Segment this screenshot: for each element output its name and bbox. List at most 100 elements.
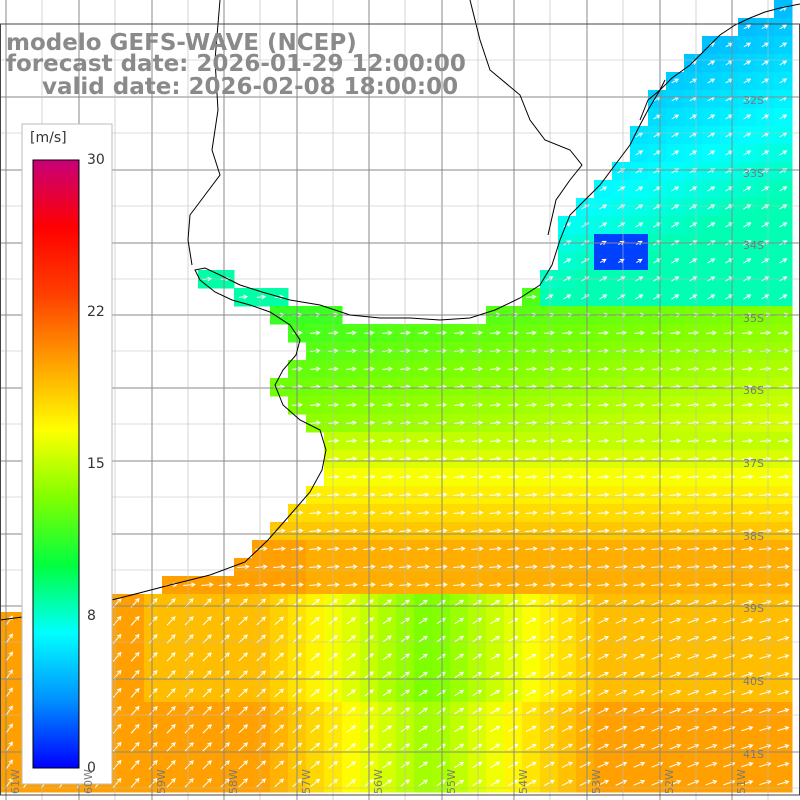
wind-arrow — [472, 671, 483, 679]
wind-arrow — [579, 546, 592, 552]
wind-arrow — [705, 492, 718, 498]
wind-arrow — [561, 671, 573, 678]
wind-arrow — [561, 743, 574, 750]
wind-arrow — [669, 689, 682, 696]
wind-arrow — [669, 743, 682, 750]
wind-arrow — [741, 707, 754, 714]
wind-arrow — [166, 759, 176, 770]
wind-arrow — [563, 294, 572, 300]
wind-arrow — [597, 725, 610, 732]
wind-arrow — [526, 635, 537, 642]
wind-arrow — [112, 777, 122, 788]
wind-arrow — [705, 546, 718, 552]
wind-arrow — [579, 725, 592, 732]
wind-arrow — [669, 635, 682, 642]
wind-arrow — [705, 617, 718, 624]
wind-arrow — [579, 402, 592, 408]
wind-arrow — [471, 564, 484, 570]
wind-arrow — [615, 474, 628, 480]
wind-arrow — [112, 651, 122, 662]
wind-arrow — [669, 582, 682, 588]
wind-arrow — [508, 653, 519, 661]
wind-arrow — [615, 510, 628, 516]
colorbar-tick-15: 15 — [87, 456, 105, 472]
wind-arrow — [777, 636, 790, 642]
wind-arrow — [490, 330, 501, 336]
wind-arrow — [274, 634, 285, 644]
wind-arrow — [615, 546, 628, 552]
wind-arrow — [633, 456, 646, 462]
wind-arrow — [490, 635, 501, 643]
wind-arrow — [472, 635, 483, 643]
wind-arrow — [454, 671, 465, 679]
wind-arrow — [508, 617, 519, 625]
wind-arrow — [525, 456, 538, 462]
wind-arrow — [669, 438, 682, 444]
wind-arrow — [310, 634, 321, 643]
wind-arrow — [220, 706, 230, 716]
wind-arrow — [454, 761, 465, 769]
wind-arrow — [633, 546, 646, 552]
wind-arrow — [507, 438, 520, 444]
wind-arrow — [112, 669, 122, 680]
wind-arrow — [202, 616, 212, 626]
wind-arrow — [561, 474, 574, 480]
wind-arrow — [561, 402, 574, 408]
wind-arrow — [597, 635, 610, 642]
colorbar-tick-30: 30 — [87, 152, 105, 168]
wind-arrow — [256, 652, 267, 662]
wind-arrow — [633, 510, 646, 516]
wind-arrow — [705, 671, 718, 678]
wind-arrow — [705, 779, 718, 786]
wind-arrow — [725, 222, 734, 228]
wind-arrow — [490, 599, 501, 607]
wind-arrow — [454, 743, 465, 751]
wind-arrow — [777, 780, 790, 786]
wind-arrow — [615, 438, 628, 444]
wind-arrow — [436, 743, 447, 751]
wind-arrow — [454, 779, 465, 787]
wind-arrow — [761, 150, 770, 156]
wind-arrow — [418, 671, 428, 679]
wind-arrow — [707, 294, 716, 300]
wind-arrow — [220, 778, 230, 788]
wind-arrow — [669, 402, 682, 408]
wind-arrow — [615, 366, 628, 372]
wind-arrow — [543, 528, 556, 534]
wind-arrow — [274, 742, 285, 752]
wind-arrow — [543, 761, 555, 769]
wind-arrow — [148, 670, 158, 680]
wind-arrow — [615, 456, 628, 462]
wind-arrow — [525, 528, 538, 534]
wind-arrow — [777, 744, 790, 750]
wind-arrow — [453, 564, 466, 570]
wind-arrow — [436, 707, 447, 715]
wind-arrow — [705, 743, 718, 750]
wind-arrow — [219, 582, 232, 588]
wind-arrow — [310, 598, 321, 607]
wind-arrow — [112, 615, 122, 626]
wind-arrow — [166, 705, 176, 716]
wind-arrow — [705, 510, 718, 516]
wind-arrow — [346, 366, 357, 372]
wind-arrow — [489, 474, 502, 480]
wind-arrow — [166, 670, 176, 680]
wind-arrow — [761, 294, 770, 300]
wind-arrow — [381, 492, 394, 498]
wind-arrow — [779, 222, 788, 228]
wind-arrow — [202, 760, 212, 770]
wind-arrow — [346, 599, 356, 607]
wind-arrow — [220, 688, 230, 698]
wind-arrow — [417, 510, 430, 516]
wind-arrow — [5, 741, 14, 753]
wind-arrow — [777, 654, 790, 660]
wind-arrow — [472, 707, 483, 715]
wind-arrow — [543, 599, 555, 606]
wind-arrow — [705, 707, 718, 714]
border-line — [187, 0, 221, 266]
wind-arrow — [669, 707, 682, 714]
wind-arrow — [615, 599, 628, 606]
wind-arrow — [669, 474, 682, 480]
wind-arrow — [435, 492, 448, 498]
